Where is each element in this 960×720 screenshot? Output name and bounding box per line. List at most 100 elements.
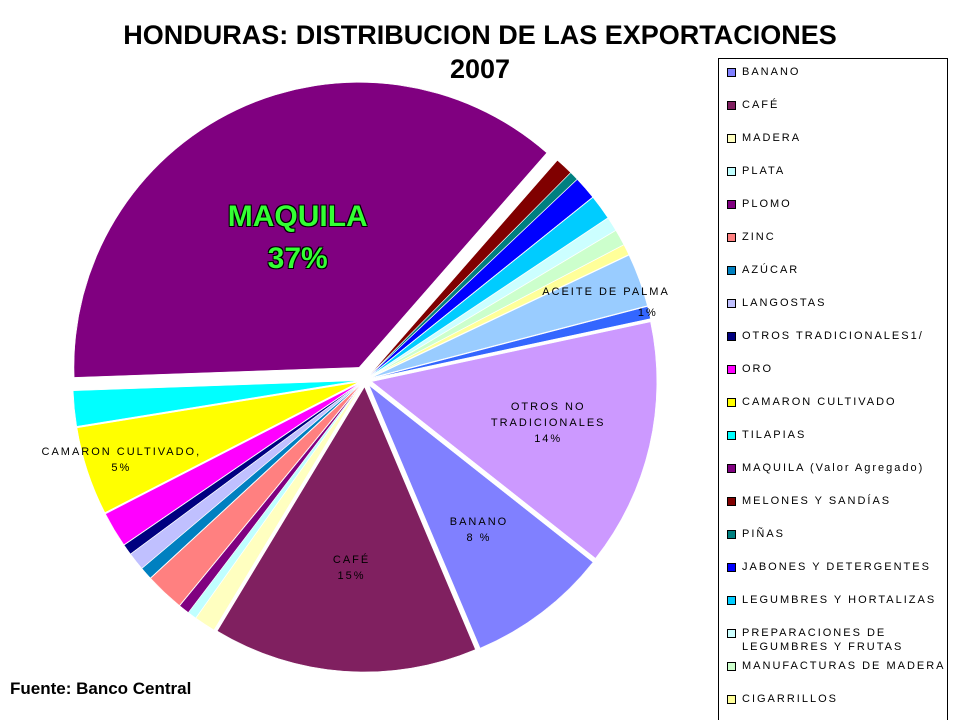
legend-label: CIGARRILLOS xyxy=(742,693,838,705)
slice-label: 1% xyxy=(563,305,733,321)
legend-label: LEGUMBRES Y HORTALIZAS xyxy=(742,594,937,606)
legend-entry: CAFÉ xyxy=(727,98,947,131)
pie-slice xyxy=(370,179,593,376)
legend-entry: CIGARRILLOS xyxy=(727,692,947,720)
legend-entry: JABONES Y DETERGENTES xyxy=(727,560,947,593)
pie-slice xyxy=(371,306,651,379)
legend-entry: MAQUILA (Valor Agregado) xyxy=(727,461,947,494)
legend-label: PLATA xyxy=(742,165,786,177)
legend-swatch xyxy=(727,695,736,704)
legend-entry: MANUFACTURAS DE MADERA xyxy=(727,659,947,692)
legend-label: CAMARON CULTIVADO xyxy=(742,396,897,408)
pie-slice xyxy=(195,385,362,631)
pie-slice xyxy=(179,385,361,613)
legend-swatch xyxy=(727,431,736,440)
legend-label: OTROS TRADICIONALES1/ xyxy=(742,330,924,342)
legend-label: ORO xyxy=(742,363,774,375)
pie-slice xyxy=(371,321,658,559)
pie-slice xyxy=(370,197,609,377)
chart-subtitle: 2007 xyxy=(449,54,511,84)
pie-slice xyxy=(369,385,594,649)
title-block: HONDURAS: DISTRIBUCION DE LAS EXPORTACIO… xyxy=(0,18,960,86)
legend-entry: PLATA xyxy=(727,164,947,197)
source-note: Fuente: Banco Central xyxy=(10,679,192,698)
legend-entry: MELONES Y SANDÍAS xyxy=(727,494,947,527)
legend-label: MADERA xyxy=(742,132,802,144)
slice-value: 5% xyxy=(111,462,132,475)
pie-slice xyxy=(141,384,360,579)
pie-slice xyxy=(370,230,625,377)
pie-slice xyxy=(72,380,359,427)
pie-slice xyxy=(130,384,360,569)
legend-swatch xyxy=(727,497,736,506)
pie-slice xyxy=(216,386,476,673)
legend: BANANO CAFÉ MADERA PLATA PLOMO ZINC AZÚCAR LANG… xyxy=(718,58,948,720)
legend-entry: AZÚCAR xyxy=(727,263,947,296)
legend-entry: PREPARACIONES DE LEGUMBRES Y FRUTAS xyxy=(727,626,947,659)
legend-label: PLOMO xyxy=(742,198,792,210)
slice-label: CAFÉ 15% xyxy=(267,552,437,584)
slice-name: MAQUILA xyxy=(227,200,368,234)
slice-label: CAMARON CULTIVADO, 5% xyxy=(36,444,206,476)
slice-value: 37% xyxy=(267,242,328,276)
legend-entry: CAMARON CULTIVADO xyxy=(727,395,947,428)
legend-swatch xyxy=(727,563,736,572)
legend-swatch xyxy=(727,68,736,77)
pie-slice xyxy=(369,172,578,376)
slice-label: MAQUILA 37% xyxy=(178,196,418,280)
legend-entry: PIÑAS xyxy=(727,527,947,560)
legend-label: MELONES Y SANDÍAS xyxy=(742,495,892,507)
slice-value: 14% xyxy=(534,432,563,445)
slice-value: 1% xyxy=(637,306,658,319)
chart-title: HONDURAS: DISTRIBUCION DE LAS EXPORTACIO… xyxy=(123,20,837,50)
legend-swatch xyxy=(727,101,736,110)
legend-entry: PLOMO xyxy=(727,197,947,230)
legend-entry: BANANO xyxy=(727,65,947,98)
pie-slice xyxy=(370,217,617,377)
legend-label: LANGOSTAS xyxy=(742,297,827,309)
legend-entry: LANGOSTAS xyxy=(727,296,947,329)
slice-name: CAFÉ xyxy=(332,553,371,566)
legend-label: PREPARACIONES DE LEGUMBRES Y FRUTAS xyxy=(742,627,904,653)
pie-slice xyxy=(369,160,571,376)
slice-label: OTROS NO TRADICIONALES 14% xyxy=(463,399,633,447)
pie-slice xyxy=(76,381,359,513)
slice-name: BANANO xyxy=(449,515,509,528)
legend-label: JABONES Y DETERGENTES xyxy=(742,561,931,573)
slice-label: ACEITE DE PALMA xyxy=(521,284,691,300)
legend-label: AZÚCAR xyxy=(742,264,800,276)
slice-name: ACEITE DE PALMA xyxy=(542,286,670,299)
legend-swatch xyxy=(727,167,736,176)
legend-swatch xyxy=(727,266,736,275)
pie-slice xyxy=(150,384,361,606)
slice-value: 15% xyxy=(337,569,366,582)
legend-swatch xyxy=(727,200,736,209)
legend-label: MANUFACTURAS DE MADERA xyxy=(742,660,946,672)
legend-label: TILAPIAS xyxy=(742,429,807,441)
slice-label: BANANO 8 % xyxy=(394,514,564,546)
legend-entry: ZINC xyxy=(727,230,947,263)
legend-swatch xyxy=(727,629,736,638)
pie-slice xyxy=(371,254,648,378)
legend-swatch xyxy=(727,530,736,539)
legend-label: BANANO xyxy=(742,66,801,78)
legend-entry: TILAPIAS xyxy=(727,428,947,461)
legend-entry: ORO xyxy=(727,362,947,395)
legend-swatch xyxy=(727,398,736,407)
legend-swatch xyxy=(727,596,736,605)
slice-value: 8 % xyxy=(466,531,492,544)
legend-swatch xyxy=(727,464,736,473)
legend-label: PIÑAS xyxy=(742,528,786,540)
legend-entry: LEGUMBRES Y HORTALIZAS xyxy=(727,593,947,626)
legend-swatch xyxy=(727,662,736,671)
legend-entry: MADERA xyxy=(727,131,947,164)
legend-swatch xyxy=(727,134,736,143)
slice-name: OTROS NO TRADICIONALES xyxy=(490,400,606,429)
pie-slice xyxy=(73,82,547,378)
pie-chart xyxy=(72,82,658,673)
pie-slice xyxy=(105,383,360,546)
legend-label: CAFÉ xyxy=(742,99,780,111)
legend-swatch xyxy=(727,365,736,374)
legend-entry: OTROS TRADICIONALES1/ xyxy=(727,329,947,362)
